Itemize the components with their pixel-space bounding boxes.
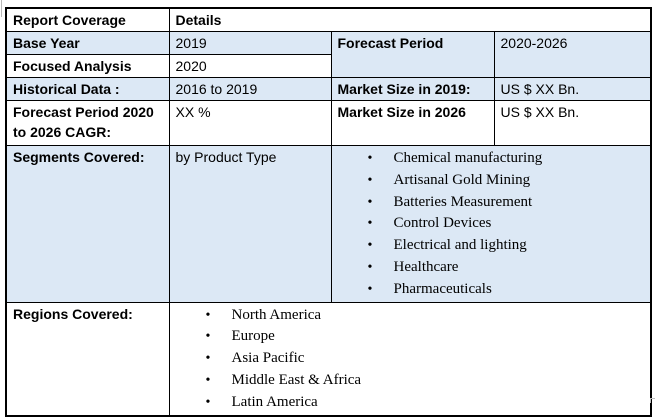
cell-focused-analysis-label: Focused Analysis (5, 54, 170, 78)
cell-segments-label: Segments Covered: (5, 145, 170, 303)
list-item: Asia Pacific (206, 348, 647, 370)
list-item: Europe (206, 326, 647, 348)
table-row-segments: Segments Covered: by Product Type Chemic… (5, 145, 652, 303)
cell-report-coverage-header: Report Coverage (5, 7, 170, 32)
table-row-header: Report Coverage Details (5, 7, 652, 32)
cell-market-size-2019-label: Market Size in 2019: (330, 77, 495, 101)
table-row-regions: Regions Covered: North America Europe As… (5, 301, 652, 417)
cell-historical-data-label: Historical Data : (5, 77, 170, 101)
screen-edge-artifact (650, 398, 655, 403)
cell-cagr-label: Forecast Period 2020 to 2026 CAGR: (5, 100, 170, 146)
table-row-cagr: Forecast Period 2020 to 2026 CAGR: XX % … (5, 100, 652, 146)
list-item: Middle East & Africa (206, 370, 647, 392)
cell-details-header: Details (168, 7, 652, 32)
table-row-historical-data: Historical Data : 2016 to 2019 Market Si… (5, 77, 652, 101)
cell-base-year-value: 2019 (168, 31, 332, 55)
cell-regions-list: North America Europe Asia Pacific Middle… (168, 301, 652, 417)
cell-regions-label: Regions Covered: (5, 301, 170, 417)
cell-forecast-period-value: 2020-2026 (493, 31, 652, 78)
list-item: North America (206, 305, 647, 327)
list-item: Electrical and lighting (368, 235, 647, 257)
cell-segments-list: Chemical manufacturing Artisanal Gold Mi… (330, 145, 652, 303)
cell-segments-value: by Product Type (168, 145, 332, 303)
cell-historical-data-value: 2016 to 2019 (168, 77, 332, 101)
cell-market-size-2026-label: Market Size in 2026 (330, 100, 495, 146)
cell-cagr-value: XX % (168, 100, 332, 146)
list-item: Chemical manufacturing (368, 148, 647, 170)
list-item: Pharmaceuticals (368, 279, 647, 301)
segments-bullet-list: Chemical manufacturing Artisanal Gold Mi… (338, 148, 647, 301)
cell-forecast-period-label: Forecast Period (330, 31, 495, 78)
list-item: Healthcare (368, 257, 647, 279)
list-item: Control Devices (368, 213, 647, 235)
report-coverage-table: Report Coverage Details Base Year 2019 F… (5, 7, 652, 417)
cell-base-year-label: Base Year (5, 31, 170, 55)
cell-market-size-2026-value: US $ XX Bn. (493, 100, 652, 146)
list-item: Batteries Measurement (368, 192, 647, 214)
regions-bullet-list: North America Europe Asia Pacific Middle… (176, 305, 647, 414)
list-item: Artisanal Gold Mining (368, 170, 647, 192)
cell-market-size-2019-value: US $ XX Bn. (493, 77, 652, 101)
table-row-base-year: Base Year 2019 Forecast Period 2020-2026 (5, 31, 652, 78)
cell-focused-analysis-value: 2020 (168, 54, 332, 78)
report-coverage-table-page: Report Coverage Details Base Year 2019 F… (0, 0, 655, 403)
screen-edge-artifact (1, 0, 2, 17)
